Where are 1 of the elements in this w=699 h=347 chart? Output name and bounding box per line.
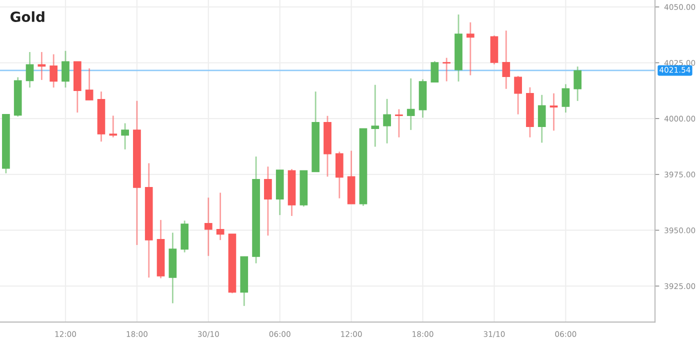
text: Gold bbox=[10, 11, 44, 22]
